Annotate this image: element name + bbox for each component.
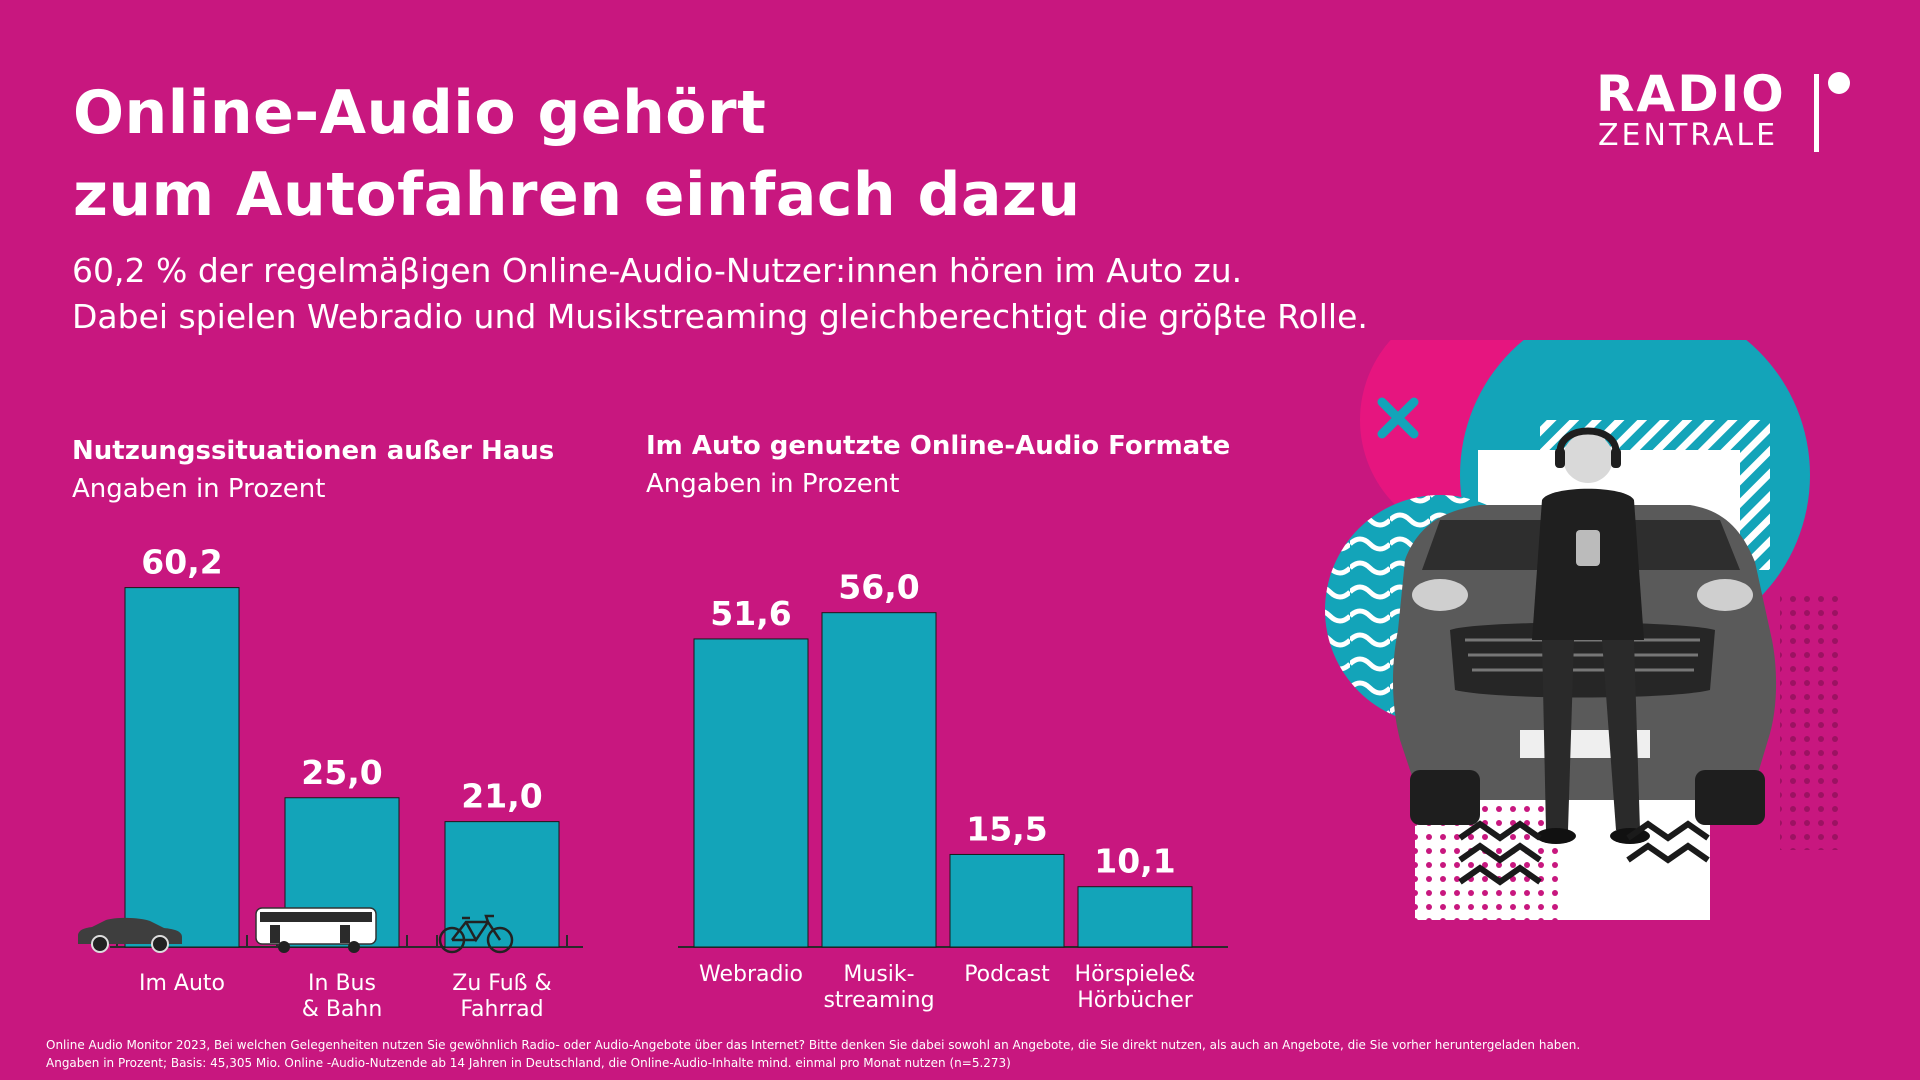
source-footnote: Online Audio Monitor 2023, Bei welchen G…	[46, 1036, 1580, 1072]
chart-2-category-label: Podcast	[964, 962, 1050, 987]
chart-2-category-label: Musik-	[843, 962, 914, 987]
subtitle-line-2: Dabei spielen Webradio und Musikstreamin…	[72, 297, 1368, 336]
chart-1-category-label: Zu Fuß &	[452, 971, 551, 996]
chart-1-heading: Nutzungssituationen außer Haus Angaben i…	[72, 432, 554, 508]
chart-2-category-label: Hörspiele&	[1075, 962, 1196, 987]
footnote-line-2: Angaben in Prozent; Basis: 45,305 Mio. O…	[46, 1056, 1011, 1070]
chart-1-category-label: In Bus	[308, 971, 376, 996]
chart-2-category-label: Webradio	[699, 962, 803, 987]
chart-2-value-label: 15,5	[966, 809, 1047, 848]
chart-2-bar	[1077, 886, 1193, 948]
chart-2-bar	[949, 853, 1065, 948]
chart-1-value-label: 21,0	[461, 777, 542, 816]
bicycle-icon	[438, 914, 514, 954]
chart-1-category-label: & Bahn	[302, 997, 383, 1022]
chart-2-value-label: 56,0	[838, 568, 919, 607]
chart-1-title: Nutzungssituationen außer Haus	[72, 436, 555, 466]
page-title: Online-Audio gehört zum Autofahren einfa…	[73, 72, 1081, 236]
logo-word-radio: RADIO	[1596, 65, 1786, 123]
chart-2-value-label: 51,6	[710, 594, 791, 633]
chart-1-value-label: 25,0	[301, 753, 382, 792]
chart-2-category-label: Hörbücher	[1077, 988, 1194, 1013]
logo-bar	[1814, 74, 1819, 152]
radio-zentrale-logo: RADIO ZENTRALE	[1596, 66, 1856, 156]
footnote-line-1: Online Audio Monitor 2023, Bei welchen G…	[46, 1038, 1581, 1052]
bus-icon	[255, 907, 377, 953]
chart-1-category-icons	[78, 907, 514, 954]
chart-1-category-label: Fahrrad	[460, 997, 543, 1022]
subtitle-line-1: 60,2 % der regelmäβigen Online-Audio-Nut…	[72, 251, 1243, 290]
chart-1-subtitle: Angaben in Prozent	[72, 474, 326, 504]
chart-2-title: Im Auto genutzte Online-Audio Formate	[646, 431, 1231, 461]
man-with-headphones-leaning-on-car-illustration	[1325, 340, 1840, 920]
car-icon	[78, 917, 182, 953]
chart-2-category-label: streaming	[823, 988, 934, 1013]
title-line-1: Online-Audio gehört	[73, 78, 767, 148]
logo-dot	[1828, 72, 1850, 94]
page-subtitle: 60,2 % der regelmäβigen Online-Audio-Nut…	[72, 248, 1368, 340]
chart-1-bar	[124, 587, 240, 948]
chart-2-heading: Im Auto genutzte Online-Audio Formate An…	[646, 427, 1230, 503]
logo-word-zentrale: ZENTRALE	[1598, 118, 1779, 153]
chart-1-value-label: 60,2	[141, 543, 222, 582]
chart-2-bar	[821, 612, 937, 948]
title-line-2: zum Autofahren einfach dazu	[73, 160, 1081, 230]
chart-1-category-label: Im Auto	[139, 971, 225, 996]
chart-2-value-label: 10,1	[1094, 842, 1175, 881]
chart-2-subtitle: Angaben in Prozent	[646, 469, 900, 499]
chart-2-bar	[693, 638, 809, 948]
